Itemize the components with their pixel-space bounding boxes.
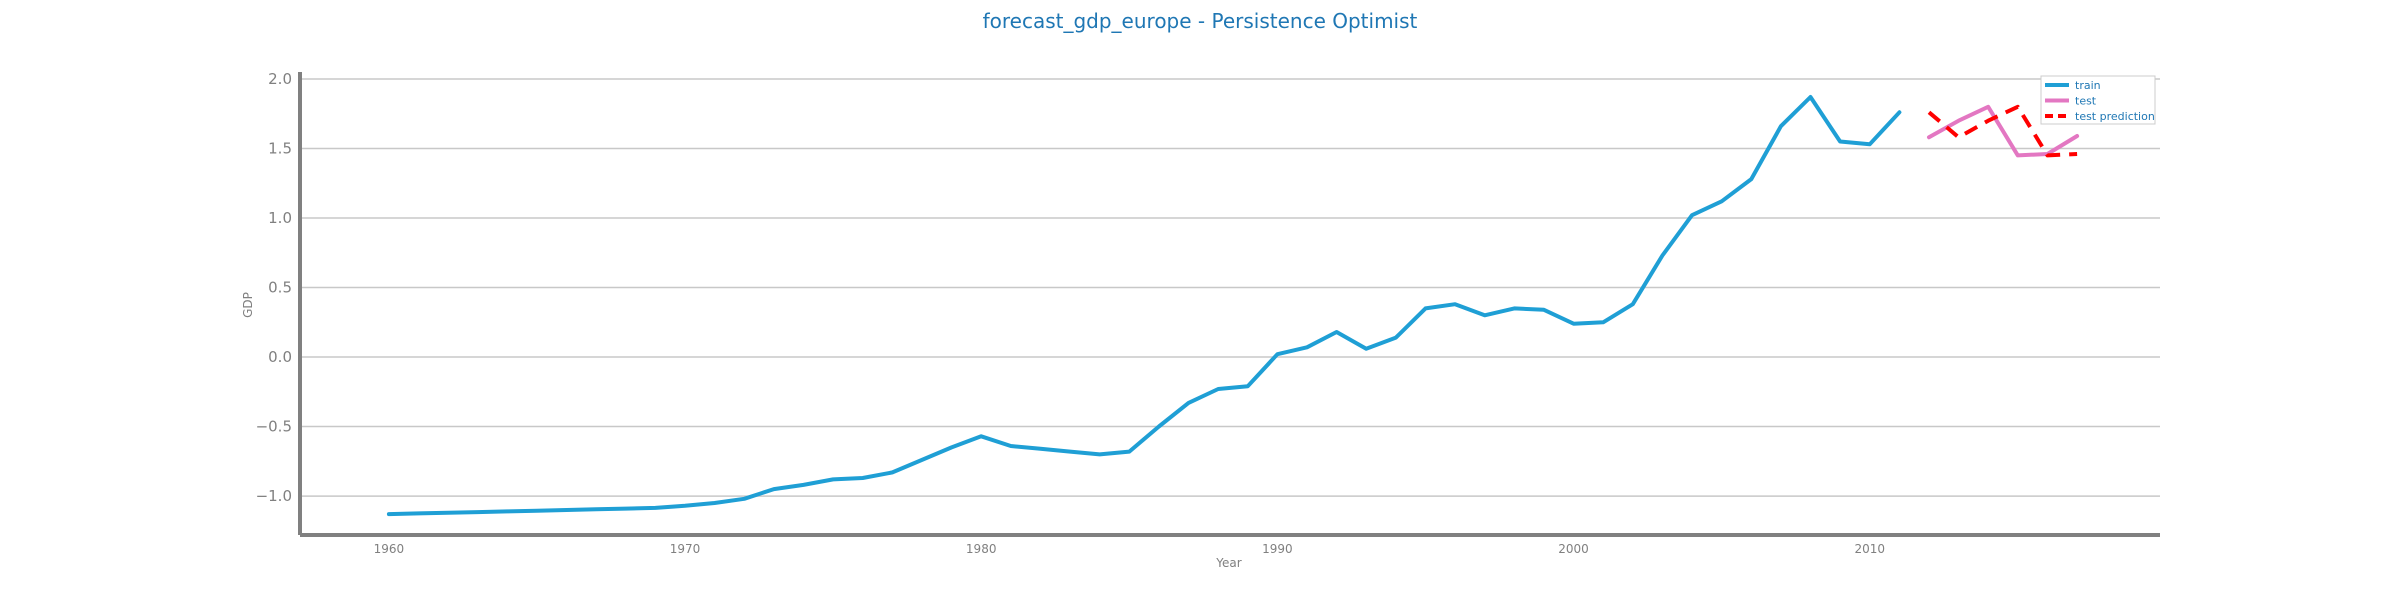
grid-lines: [300, 78, 2160, 497]
series-line-test-prediction: [1927, 104, 2078, 158]
y-tick-label: 1.5: [268, 139, 292, 157]
legend-label: train: [2075, 79, 2101, 92]
x-tick-label: 2000: [1558, 542, 1589, 556]
y-tick-label: 0.5: [268, 279, 292, 297]
y-tick-label: 1.0: [268, 209, 292, 227]
x-tick-label: 1960: [374, 542, 405, 556]
x-tick-label: 1990: [1262, 542, 1293, 556]
series-lines: [386, 95, 2080, 517]
legend-label: test prediction: [2075, 110, 2155, 123]
series-line-train: [386, 95, 1902, 517]
chart-title: forecast_gdp_europe - Persistence Optimi…: [983, 9, 1418, 33]
y-axis-label: GDP: [241, 292, 255, 318]
y-tick-label: 0.0: [268, 348, 292, 366]
y-axis-ticks: −1.0 −0.5 0.0 0.5 1.0 1.5 2.0: [256, 70, 292, 505]
y-tick-label: 2.0: [268, 70, 292, 88]
y-tick-label: −1.0: [256, 487, 292, 505]
y-tick-label: −0.5: [256, 418, 292, 436]
series-line-test: [1927, 104, 2080, 158]
x-axis-ticks: 1960 1970 1980 1990 2000 2010: [374, 542, 1885, 556]
x-tick-label: 2010: [1854, 542, 1885, 556]
legend: train test test prediction: [2040, 75, 2156, 125]
x-tick-label: 1970: [670, 542, 701, 556]
x-tick-label: 1980: [966, 542, 997, 556]
axes: [298, 72, 2160, 537]
x-axis-label: Year: [1215, 556, 1241, 570]
legend-label: test: [2075, 95, 2097, 108]
